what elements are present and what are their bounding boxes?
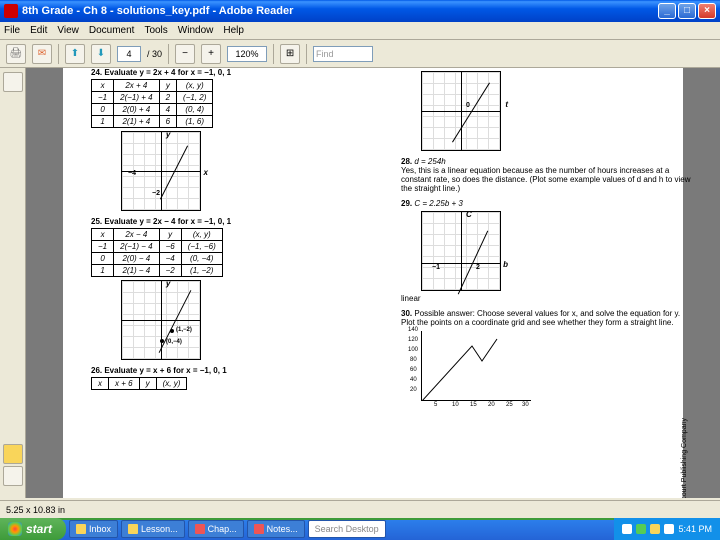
find-input[interactable]: Find bbox=[313, 46, 373, 62]
close-button[interactable]: × bbox=[698, 3, 716, 19]
window-title: 8th Grade - Ch 8 - solutions_key.pdf - A… bbox=[22, 5, 293, 17]
separator bbox=[306, 44, 307, 64]
taskbar: start Inbox Lesson... Chap... Notes... S… bbox=[0, 518, 720, 540]
task-item[interactable]: Notes... bbox=[247, 520, 305, 538]
graph-29: C b −1 2 bbox=[421, 211, 501, 291]
prev-page-button[interactable]: ⬆ bbox=[65, 44, 85, 64]
task-item[interactable]: Lesson... bbox=[121, 520, 185, 538]
window-titlebar: 8th Grade - Ch 8 - solutions_key.pdf - A… bbox=[0, 0, 720, 22]
problem-29-eq: C = 2.25b + 3 bbox=[414, 199, 462, 208]
task-icon bbox=[254, 524, 264, 534]
problem-25-title: 25. Evaluate y = 2x − 4 for x = −1, 0, 1 bbox=[91, 217, 231, 226]
graph-top-right: t 0 bbox=[421, 71, 501, 151]
comments-button[interactable] bbox=[3, 466, 23, 486]
table-25: x2x − 4y(x, y) −12(−1) − 4−6(−1, −6) 02(… bbox=[91, 228, 223, 277]
separator bbox=[58, 44, 59, 64]
next-page-button[interactable]: ⬇ bbox=[91, 44, 111, 64]
table-24: x2x + 4y(x, y) −12(−1) + 42(−1, 2) 02(0)… bbox=[91, 79, 213, 128]
graph-24: y x −4 −2 bbox=[121, 131, 201, 211]
page-total: / 30 bbox=[147, 49, 162, 59]
problem-30-num: 30. bbox=[401, 309, 412, 318]
tool-button[interactable]: ⊞ bbox=[280, 44, 300, 64]
menu-tools[interactable]: Tools bbox=[144, 25, 167, 36]
task-icon bbox=[128, 524, 138, 534]
problem-26-title: 26. Evaluate y = x + 6 for x = −1, 0, 1 bbox=[91, 366, 227, 375]
zoom-out-button[interactable]: − bbox=[175, 44, 195, 64]
menu-view[interactable]: View bbox=[57, 25, 79, 36]
task-item[interactable]: Chap... bbox=[188, 520, 244, 538]
app-icon bbox=[4, 4, 18, 18]
problem-24-title: 24. Evaluate y = 2x + 4 for x = −1, 0, 1 bbox=[91, 68, 231, 77]
pages-panel-button[interactable] bbox=[3, 72, 23, 92]
toolbar: 🖨 ✉ ⬆ ⬇ / 30 − + 120% ⊞ Find bbox=[0, 40, 720, 68]
menu-bar: File Edit View Document Tools Window Hel… bbox=[0, 22, 720, 40]
problem-29-linear: linear bbox=[401, 294, 421, 303]
status-bar: 5.25 x 10.83 in bbox=[0, 500, 720, 518]
sidebar bbox=[0, 68, 26, 498]
zoom-in-button[interactable]: + bbox=[201, 44, 221, 64]
tray-icon[interactable] bbox=[650, 524, 660, 534]
problem-30-text: Possible answer: Choose several values f… bbox=[401, 309, 680, 327]
minimize-button[interactable]: _ bbox=[658, 3, 676, 19]
tray-icon[interactable] bbox=[636, 524, 646, 534]
maximize-button[interactable]: □ bbox=[678, 3, 696, 19]
problem-29-num: 29. bbox=[401, 199, 412, 208]
problem-28-num: 28. bbox=[401, 157, 412, 166]
tray-icon[interactable] bbox=[622, 524, 632, 534]
task-icon bbox=[76, 524, 86, 534]
task-icon bbox=[195, 524, 205, 534]
start-button[interactable]: start bbox=[0, 518, 66, 540]
menu-edit[interactable]: Edit bbox=[30, 25, 47, 36]
page-size: 5.25 x 10.83 in bbox=[6, 505, 65, 515]
problem-28-text: Yes, this is a linear equation because a… bbox=[401, 166, 691, 193]
separator bbox=[168, 44, 169, 64]
menu-document[interactable]: Document bbox=[89, 25, 135, 36]
chart-30: 140 120 100 80 60 40 20 5 10 15 20 25 30 bbox=[421, 331, 531, 401]
system-tray[interactable]: 5:41 PM bbox=[614, 518, 720, 540]
pdf-page: 24. Evaluate y = 2x + 4 for x = −1, 0, 1… bbox=[63, 68, 683, 498]
problem-28-eq: d = 254h bbox=[414, 157, 445, 166]
publisher-text: Harcourt Publishing Company bbox=[681, 418, 688, 498]
graph-25: y (1,−2) (0,−4) bbox=[121, 280, 201, 360]
attachments-button[interactable] bbox=[3, 444, 23, 464]
menu-file[interactable]: File bbox=[4, 25, 20, 36]
windows-icon bbox=[8, 522, 22, 536]
task-search[interactable]: Search Desktop bbox=[308, 520, 386, 538]
page-input[interactable] bbox=[117, 46, 141, 62]
document-area[interactable]: 24. Evaluate y = 2x + 4 for x = −1, 0, 1… bbox=[26, 68, 720, 498]
email-button[interactable]: ✉ bbox=[32, 44, 52, 64]
menu-window[interactable]: Window bbox=[178, 25, 214, 36]
task-item[interactable]: Inbox bbox=[69, 520, 118, 538]
menu-help[interactable]: Help bbox=[223, 25, 244, 36]
tray-icon[interactable] bbox=[664, 524, 674, 534]
table-26: xx + 6y(x, y) bbox=[91, 377, 187, 390]
clock: 5:41 PM bbox=[678, 524, 712, 534]
zoom-level[interactable]: 120% bbox=[227, 46, 267, 62]
print-button[interactable]: 🖨 bbox=[6, 44, 26, 64]
separator bbox=[273, 44, 274, 64]
